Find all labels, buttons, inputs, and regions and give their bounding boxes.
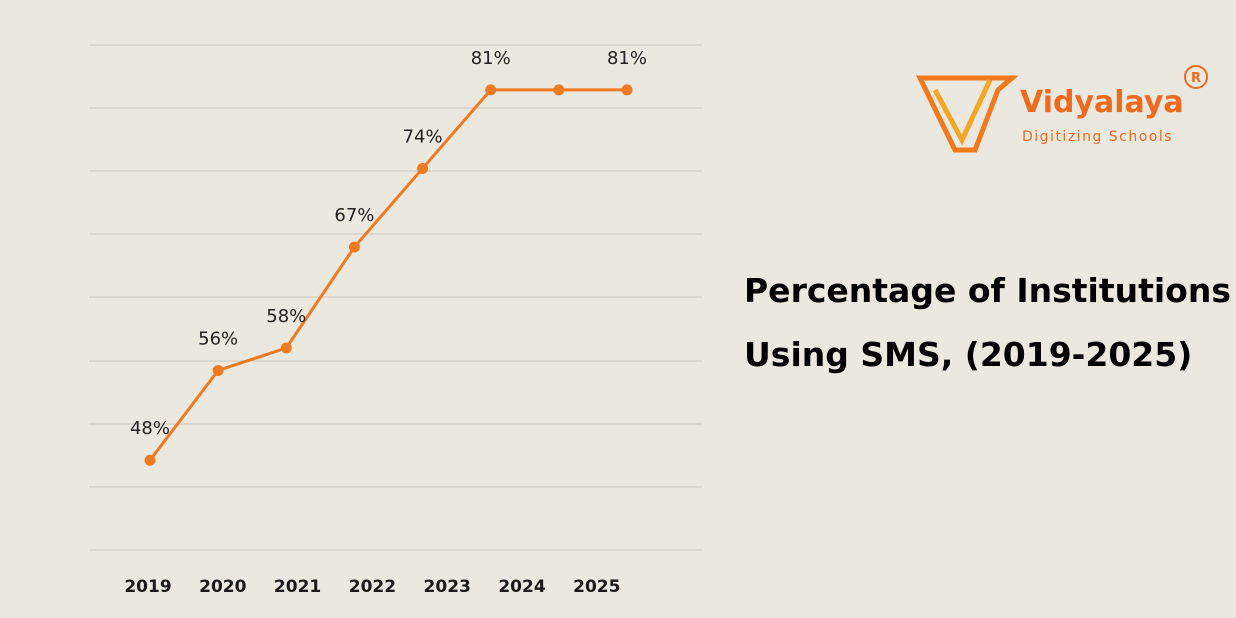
point bbox=[417, 162, 429, 174]
logo-name: Vidyalaya bbox=[1020, 85, 1184, 120]
x-tick-label: 2021 bbox=[274, 577, 321, 597]
data-label: 67% bbox=[334, 205, 374, 226]
logo-registered: R bbox=[1191, 71, 1201, 86]
x-tick-label: 2020 bbox=[199, 577, 246, 597]
x-tick-label: 2024 bbox=[498, 577, 545, 597]
data-label: 58% bbox=[266, 306, 306, 327]
logo-icon bbox=[932, 78, 993, 146]
logo-tagline: Digitizing Schools bbox=[1022, 129, 1173, 145]
logo: Vidyalaya Digitizing Schools R bbox=[916, 65, 1208, 153]
logo-icon bbox=[916, 75, 1019, 153]
x-tick-label: 2019 bbox=[124, 577, 171, 597]
data-label: 56% bbox=[198, 328, 238, 349]
x-tick-label: 2025 bbox=[573, 577, 620, 597]
point bbox=[553, 84, 565, 96]
point bbox=[144, 454, 156, 466]
logo-registered bbox=[1184, 65, 1208, 89]
point bbox=[348, 241, 360, 253]
point bbox=[280, 342, 292, 354]
point bbox=[485, 84, 497, 96]
data-label: 81% bbox=[471, 48, 511, 69]
grid bbox=[89, 44, 702, 551]
data-label: 74% bbox=[403, 126, 443, 147]
x-tick-label: 2023 bbox=[424, 577, 471, 597]
x-tick-label: 2022 bbox=[349, 577, 396, 597]
chart-title: Using SMS, (2019-2025) bbox=[744, 335, 1192, 374]
line bbox=[148, 88, 627, 462]
point bbox=[621, 84, 633, 96]
point bbox=[212, 364, 224, 376]
data-label: 81% bbox=[607, 48, 647, 69]
data-label: 48% bbox=[130, 418, 170, 439]
chart-title: Percentage of Institutions bbox=[744, 271, 1231, 310]
